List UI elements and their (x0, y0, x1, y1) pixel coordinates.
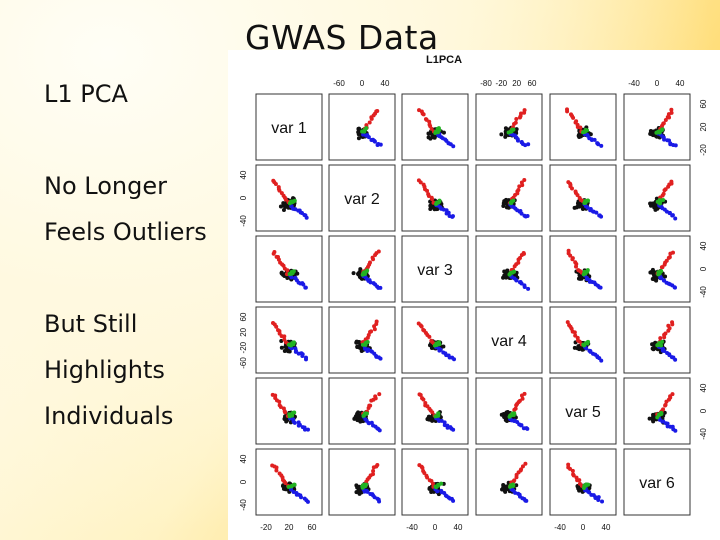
panel-r1-c6 (623, 93, 691, 161)
panel-r1-c5 (549, 93, 617, 161)
panel-r4-c3 (401, 306, 469, 374)
panel-r6-c1 (255, 448, 323, 516)
left-tick-row4-2: -20 (239, 341, 248, 353)
panel-r5-c2 (328, 377, 396, 445)
var-label-1: var 1 (271, 120, 307, 137)
left-tick-row2-0: 40 (239, 170, 248, 179)
top-tick-col2-2: 40 (381, 79, 390, 88)
top-tick-col2-0: -60 (333, 79, 345, 88)
top-tick-col4-1: -20 (496, 79, 508, 88)
right-tick-row3-0: 40 (699, 241, 708, 250)
panel-r6-c3 (401, 448, 469, 516)
panel-r1-c2 (328, 93, 396, 161)
left-tick-row6-2: -40 (239, 499, 248, 511)
panel-r6-c2 (328, 448, 396, 516)
panel-r5-c4 (475, 377, 543, 445)
panel-r4-c1 (255, 306, 323, 374)
panel-r2-c5 (549, 164, 617, 232)
var-label-3: var 3 (417, 262, 453, 279)
left-tick-row2-1: 0 (239, 195, 248, 200)
top-tick-col4-3: 60 (528, 79, 537, 88)
var-label-2: var 2 (344, 191, 380, 208)
panel-r5-c6 (623, 377, 691, 445)
panel-r5-c1 (255, 377, 323, 445)
top-tick-col6-0: -40 (628, 79, 640, 88)
panel-r5-c3 (401, 377, 469, 445)
left-tick-row6-0: 40 (239, 454, 248, 463)
panel-r2-c6 (623, 164, 691, 232)
panel-r3-c3: var 3 (401, 235, 469, 303)
bottom-tick-col5-0: -40 (554, 523, 566, 532)
bottom-tick-col5-1: 0 (581, 523, 586, 532)
right-tick-row3-2: -40 (699, 286, 708, 298)
panel-r3-c1 (255, 235, 323, 303)
panel-r2-c2: var 2 (328, 164, 396, 232)
right-tick-row5-1: 0 (699, 408, 708, 413)
panel-r3-c6 (623, 235, 691, 303)
panel-r5-c5: var 5 (549, 377, 617, 445)
top-tick-col6-2: 40 (676, 79, 685, 88)
left-tick-row6-1: 0 (239, 479, 248, 484)
bullet-feels-outliers: Feels Outliers (44, 218, 207, 246)
panel-r4-c2 (328, 306, 396, 374)
panel-r4-c6 (623, 306, 691, 374)
left-tick-row4-0: 60 (239, 312, 248, 321)
right-tick-row5-2: -40 (699, 428, 708, 440)
panel-r2-c4 (475, 164, 543, 232)
bottom-tick-col3-1: 0 (433, 523, 438, 532)
top-tick-col2-1: 0 (360, 79, 365, 88)
var-label-6: var 6 (639, 475, 675, 492)
left-tick-row4-1: 20 (239, 327, 248, 336)
bullet-highlights: Highlights (44, 356, 165, 384)
panel-r2-c1 (255, 164, 323, 232)
right-tick-row1-0: 60 (699, 99, 708, 108)
panel-r1-c4 (475, 93, 543, 161)
bottom-tick-col3-2: 40 (454, 523, 463, 532)
top-tick-col6-1: 0 (655, 79, 660, 88)
panel-r1-c1: var 1 (255, 93, 323, 161)
panel-r6-c4 (475, 448, 543, 516)
panel-r3-c4 (475, 235, 543, 303)
bottom-tick-col3-0: -40 (406, 523, 418, 532)
right-tick-row5-0: 40 (699, 383, 708, 392)
left-tick-row4-3: -60 (239, 357, 248, 369)
bullet-individuals: Individuals (44, 402, 174, 430)
panel-r2-c3 (401, 164, 469, 232)
panel-r4-c5 (549, 306, 617, 374)
right-tick-row1-1: 20 (699, 122, 708, 131)
right-tick-row3-1: 0 (699, 266, 708, 271)
panel-r1-c3 (401, 93, 469, 161)
bottom-tick-col1-1: 20 (285, 523, 294, 532)
bullet-no-longer: No Longer (44, 172, 167, 200)
var-label-4: var 4 (491, 333, 527, 350)
bullet-but-still: But Still (44, 310, 138, 338)
bullet-l1-pca: L1 PCA (44, 80, 128, 108)
figure-title: L1PCA (426, 54, 463, 66)
top-tick-col4-0: -80 (480, 79, 492, 88)
bottom-tick-col1-0: -20 (260, 523, 272, 532)
panel-r3-c5 (549, 235, 617, 303)
panel-r6-c5 (549, 448, 617, 516)
right-tick-row1-2: -20 (699, 144, 708, 156)
bottom-tick-col1-2: 60 (308, 523, 317, 532)
left-tick-row2-2: -40 (239, 215, 248, 227)
panel-r6-c6: var 6 (623, 448, 691, 516)
panel-r4-c4: var 4 (475, 306, 543, 374)
panel-r3-c2 (328, 235, 396, 303)
top-tick-col4-2: 20 (512, 79, 521, 88)
bottom-tick-col5-2: 40 (602, 523, 611, 532)
var-label-5: var 5 (565, 404, 601, 421)
